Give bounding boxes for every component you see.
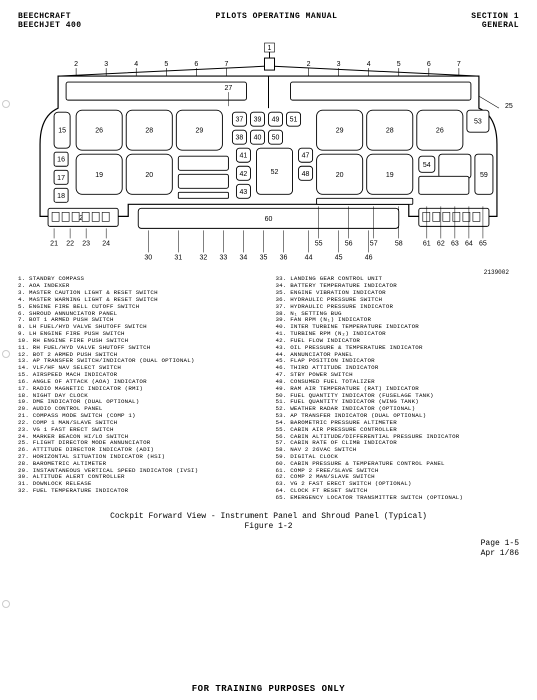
svg-text:1: 1 [268,45,272,52]
svg-text:3: 3 [104,61,108,68]
svg-text:54: 54 [423,162,431,169]
svg-text:4: 4 [134,61,138,68]
legend-item: 65. EMERGENCY LOCATOR TRANSMITTER SWITCH… [276,495,520,502]
caption-line2: Figure 1-2 [18,522,519,532]
svg-text:34: 34 [240,254,248,261]
svg-text:39: 39 [254,117,262,124]
svg-text:55: 55 [315,240,323,247]
legend-col-right: 33. LANDING GEAR CONTROL UNIT34. BATTERY… [276,276,520,501]
svg-text:42: 42 [240,171,248,178]
brand-line2: BEECHJET 400 [18,21,82,30]
caption-line1: Cockpit Forward View - Instrument Panel … [18,512,519,522]
header-title: PILOTS OPERATING MANUAL [215,12,337,21]
punch-hole [2,350,10,358]
svg-text:7: 7 [457,61,461,68]
svg-text:17: 17 [57,175,65,182]
svg-text:15: 15 [58,128,66,135]
svg-text:60: 60 [265,216,273,223]
part-number: 2139002 [18,269,519,276]
svg-text:25: 25 [505,103,513,110]
punch-hole [2,100,10,108]
header-section: SECTION 1 GENERAL [471,12,519,30]
svg-text:49: 49 [272,117,280,124]
svg-text:20: 20 [145,172,153,179]
section-line2: GENERAL [471,21,519,30]
svg-text:38: 38 [236,135,244,142]
svg-text:20: 20 [336,172,344,179]
page-block: Page 1-5 Apr 1/86 [18,539,519,559]
svg-text:24: 24 [102,240,110,247]
svg-text:21: 21 [50,240,58,247]
svg-text:4: 4 [367,61,371,68]
svg-text:28: 28 [386,128,394,135]
svg-text:47: 47 [302,153,310,160]
svg-text:18: 18 [57,193,65,200]
svg-text:59: 59 [480,172,488,179]
figure-caption: Cockpit Forward View - Instrument Panel … [18,512,519,533]
svg-text:27: 27 [225,85,233,92]
svg-text:26: 26 [95,128,103,135]
page-number: Page 1-5 [18,539,519,549]
svg-text:22: 22 [66,240,74,247]
svg-text:40: 40 [254,135,262,142]
svg-text:2: 2 [307,61,311,68]
svg-text:28: 28 [145,128,153,135]
svg-text:19: 19 [95,172,103,179]
svg-text:44: 44 [305,254,313,261]
header: BEECHCRAFT BEECHJET 400 PILOTS OPERATING… [18,12,519,30]
svg-text:57: 57 [370,240,378,247]
svg-text:37: 37 [236,117,244,124]
svg-text:35: 35 [260,254,268,261]
svg-text:19: 19 [386,172,394,179]
svg-text:43: 43 [240,189,248,196]
svg-text:51: 51 [290,117,298,124]
svg-text:33: 33 [220,254,228,261]
svg-text:31: 31 [174,254,182,261]
svg-text:30: 30 [144,254,152,261]
svg-text:16: 16 [57,157,65,164]
svg-text:46: 46 [365,254,373,261]
header-brand: BEECHCRAFT BEECHJET 400 [18,12,82,30]
svg-text:45: 45 [335,254,343,261]
svg-text:7: 7 [224,61,228,68]
legend-col-left: 1. STANDBY COMPASS2. AOA INDEXER3. MASTE… [18,276,262,501]
section-line1: SECTION 1 [471,12,519,21]
svg-text:53: 53 [474,119,482,126]
svg-text:56: 56 [345,240,353,247]
training-footer: FOR TRAINING PURPOSES ONLY [0,684,537,694]
svg-text:36: 36 [280,254,288,261]
svg-text:29: 29 [195,128,203,135]
svg-text:32: 32 [199,254,207,261]
svg-text:41: 41 [240,153,248,160]
punch-hole [2,600,10,608]
svg-text:26: 26 [436,128,444,135]
page-date: Apr 1/86 [18,549,519,559]
cockpit-diagram: 1234567234567152628291617192018243738394… [18,36,519,266]
svg-text:3: 3 [337,61,341,68]
svg-text:23: 23 [82,240,90,247]
svg-text:65: 65 [479,240,487,247]
svg-text:29: 29 [336,128,344,135]
svg-text:61: 61 [423,240,431,247]
page: BEECHCRAFT BEECHJET 400 PILOTS OPERATING… [0,0,537,700]
svg-text:2: 2 [74,61,78,68]
svg-text:5: 5 [164,61,168,68]
svg-text:63: 63 [451,240,459,247]
svg-text:48: 48 [302,171,310,178]
svg-text:62: 62 [437,240,445,247]
svg-text:6: 6 [427,61,431,68]
svg-text:5: 5 [397,61,401,68]
legend: 1. STANDBY COMPASS2. AOA INDEXER3. MASTE… [18,276,519,501]
svg-text:6: 6 [194,61,198,68]
legend-item: 32. FUEL TEMPERATURE INDICATOR [18,488,262,495]
brand-line1: BEECHCRAFT [18,12,82,21]
svg-text:50: 50 [272,135,280,142]
svg-text:58: 58 [395,240,403,247]
svg-text:52: 52 [271,169,279,176]
svg-text:64: 64 [465,240,473,247]
header-title-col: PILOTS OPERATING MANUAL [215,12,337,30]
